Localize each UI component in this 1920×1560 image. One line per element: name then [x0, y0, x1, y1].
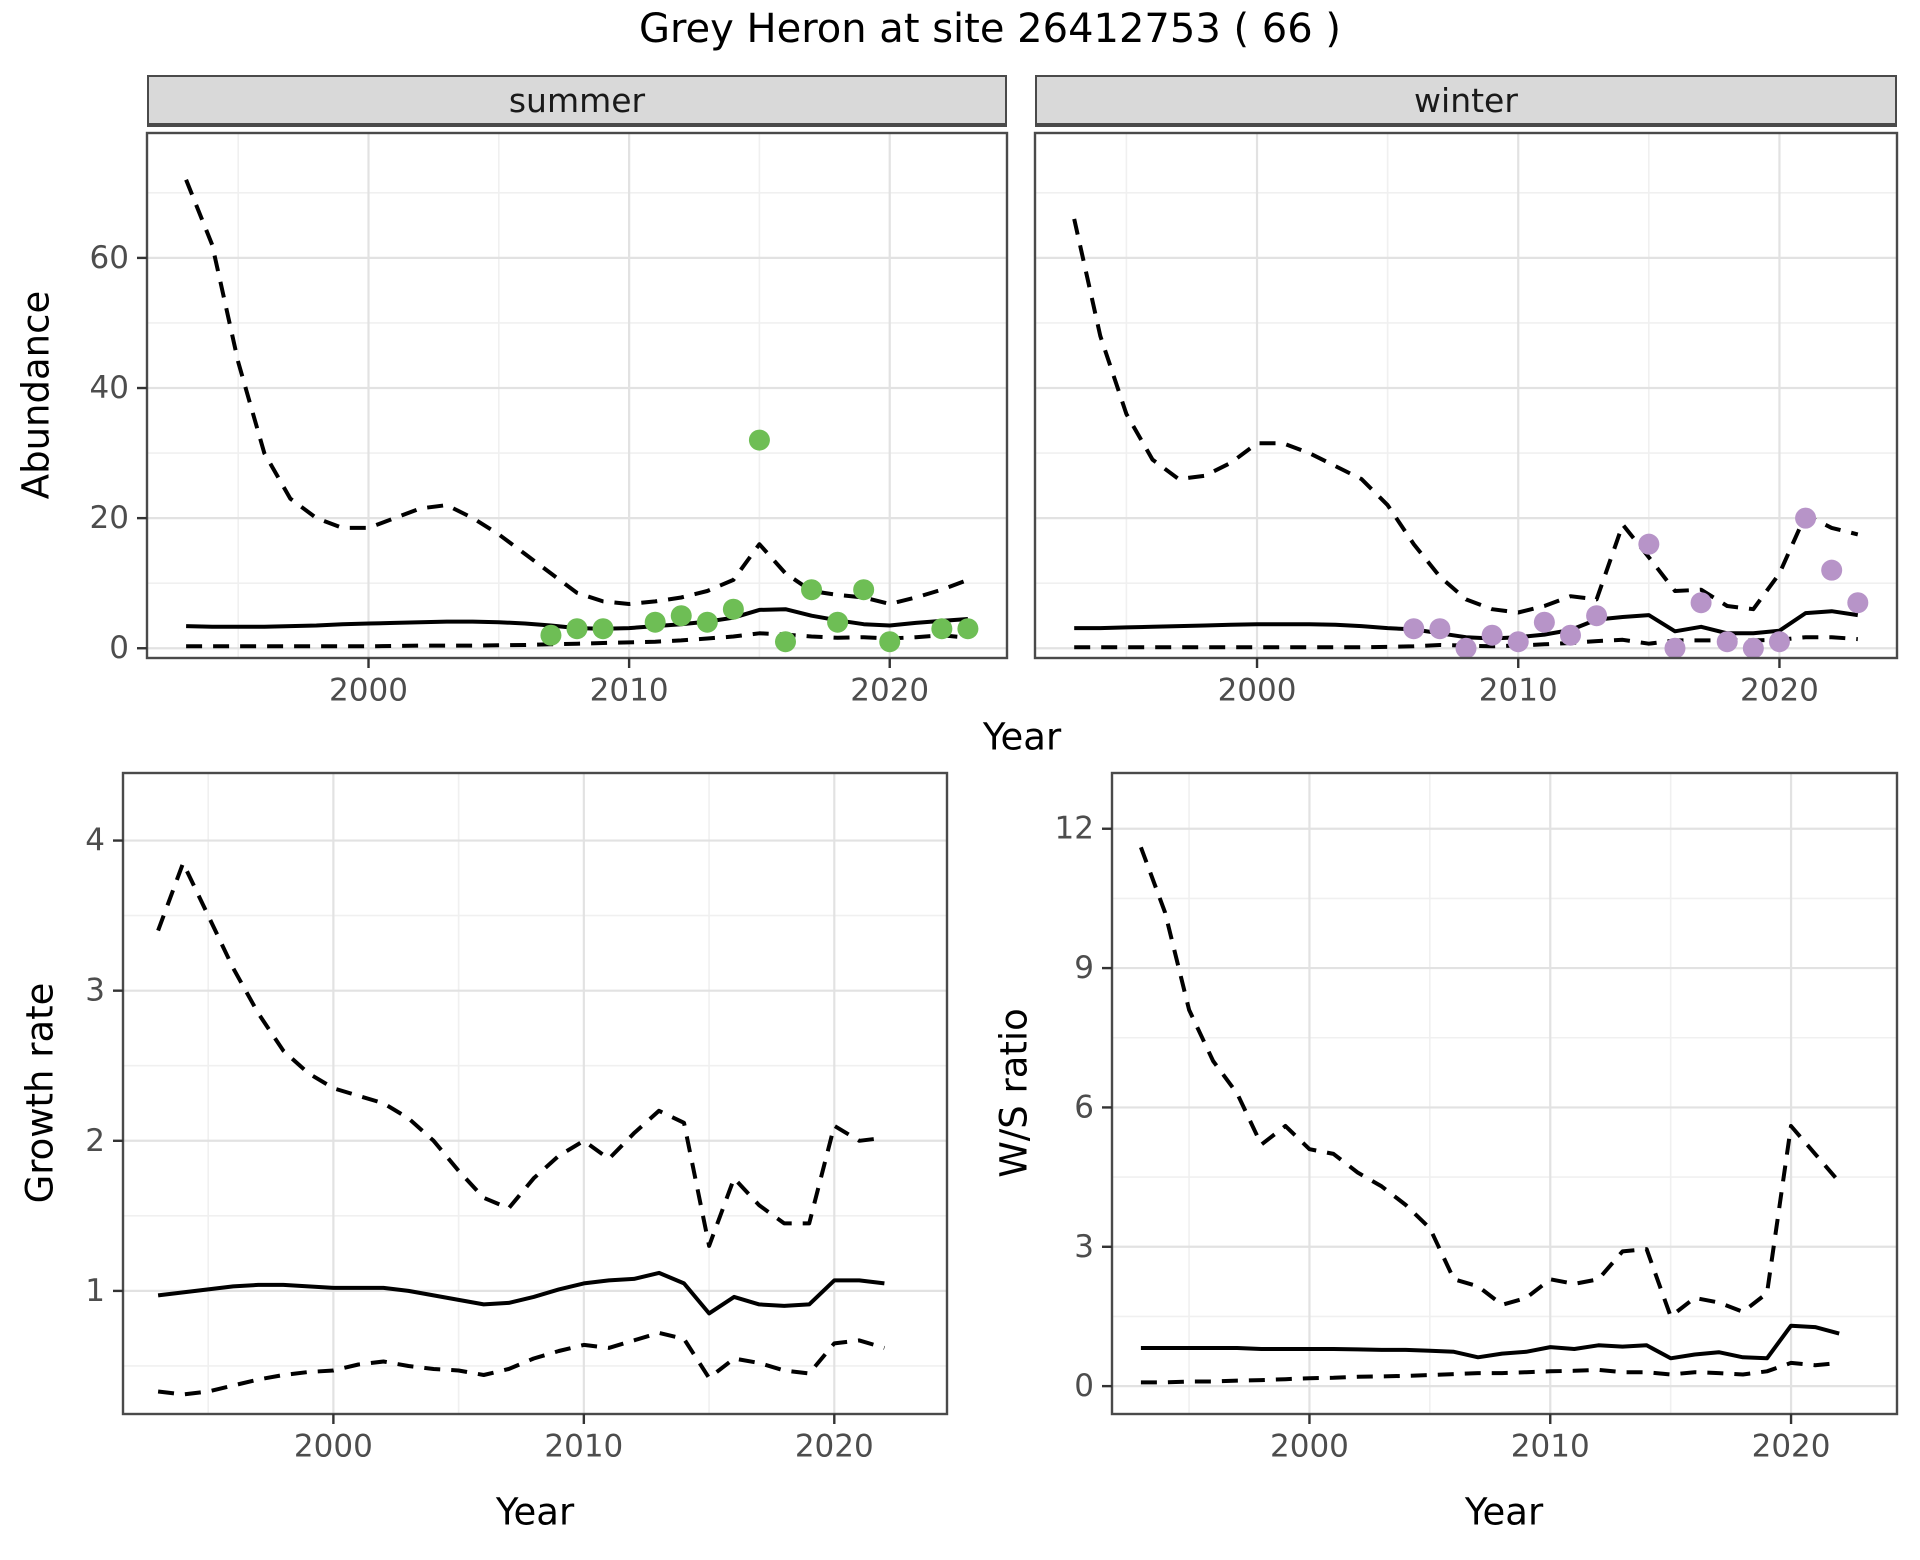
- x-axis-title-year-ws: Year: [1464, 1490, 1544, 1534]
- data-point: [748, 429, 770, 451]
- data-point: [1664, 637, 1686, 658]
- panel-abundance-winter: 2000 2010 2020: [1033, 131, 1899, 708]
- y-tick-label: 20: [90, 500, 129, 536]
- chart-title: Grey Heron at site 26412753 ( 66 ): [638, 6, 1342, 52]
- data-point: [1533, 611, 1555, 633]
- x-tick-label: 2020: [1752, 1428, 1831, 1464]
- series-dashed-line: [1139, 846, 1841, 1319]
- panel-background: [147, 133, 1007, 658]
- x-tick-label: 2020: [1740, 672, 1819, 708]
- data-point: [566, 618, 588, 640]
- x-tick-label: 2000: [329, 672, 408, 708]
- facet-strip-summer: summer: [147, 75, 1007, 127]
- y-axis-title-growth-rate: Growth rate: [18, 982, 62, 1204]
- panel-abundance-summer: 2000 2010 2020 0 20 40 60: [90, 131, 1009, 708]
- y-tick-label: 2: [85, 1123, 105, 1159]
- data-point: [1429, 618, 1451, 640]
- y-tick-label: 3: [1074, 1229, 1094, 1265]
- x-tick-label: 2010: [1479, 672, 1558, 708]
- panel-background: [1035, 133, 1897, 658]
- data-point: [1586, 605, 1608, 627]
- y-tick-label: 1: [85, 1273, 105, 1309]
- panel-growth-rate: 2000 2010 2020 1 2 3 4: [85, 771, 949, 1464]
- y-tick-label: 3: [85, 973, 105, 1009]
- data-point: [644, 611, 666, 633]
- data-point: [827, 611, 849, 633]
- panel-border: [121, 771, 949, 1416]
- series-dashed-line: [156, 861, 885, 1248]
- panel-background: [123, 773, 947, 1414]
- y-tick-label: 40: [90, 370, 129, 406]
- data-point: [592, 618, 614, 640]
- data-point: [1768, 631, 1790, 653]
- data-point: [1638, 533, 1660, 555]
- data-point: [1821, 559, 1843, 581]
- data-point: [540, 624, 562, 646]
- data-point: [774, 631, 796, 653]
- data-point: [957, 618, 979, 640]
- series-dashed-line: [186, 631, 969, 649]
- data-point: [1742, 637, 1764, 658]
- x-tick-label: 2010: [1511, 1428, 1590, 1464]
- data-point: [1716, 631, 1738, 653]
- panel-background: [1112, 773, 1897, 1414]
- y-tick-label: 0: [109, 630, 129, 666]
- data-point: [1847, 592, 1869, 614]
- x-tick-label: 2010: [544, 1428, 623, 1464]
- x-tick-label: 2020: [850, 672, 929, 708]
- data-point: [1481, 624, 1503, 646]
- y-tick-label: 6: [1074, 1089, 1094, 1125]
- data-point: [1559, 624, 1581, 646]
- series-dashed-line: [184, 179, 969, 606]
- data-point: [1795, 507, 1817, 529]
- panel-border: [145, 131, 1009, 660]
- series-solid-line: [157, 1270, 885, 1316]
- data-point: [670, 605, 692, 627]
- x-tick-label: 2020: [795, 1428, 874, 1464]
- data-point: [696, 611, 718, 633]
- y-tick-label: 0: [1074, 1368, 1094, 1404]
- data-point: [1455, 637, 1477, 658]
- facet-strip-summer-label: summer: [508, 80, 646, 120]
- y-tick-label: 60: [90, 240, 129, 276]
- x-tick-label: 2000: [1270, 1428, 1349, 1464]
- panel-border: [1110, 771, 1899, 1416]
- facet-strip-winter: winter: [1035, 75, 1897, 127]
- series-dashed-line: [1140, 1360, 1840, 1385]
- y-tick-label: 4: [85, 823, 105, 859]
- panel-ws-ratio: 2000 2010 2020 0 3 6 9 12: [1055, 771, 1899, 1464]
- y-axis-title-ws-ratio: W/S ratio: [992, 1008, 1036, 1178]
- x-axis-title-year-top: Year: [982, 715, 1062, 759]
- data-point: [879, 631, 901, 653]
- data-point: [931, 618, 953, 640]
- data-point: [801, 579, 823, 601]
- data-point: [1403, 618, 1425, 640]
- data-point: [1507, 631, 1529, 653]
- x-tick-label: 2010: [590, 672, 669, 708]
- y-axis-title-abundance: Abundance: [14, 290, 58, 500]
- series-dashed-line: [157, 1330, 885, 1397]
- x-tick-label: 2000: [294, 1428, 373, 1464]
- y-tick-label: 12: [1055, 811, 1094, 847]
- data-point: [722, 598, 744, 620]
- data-point: [1690, 592, 1712, 614]
- x-axis-title-year-growth: Year: [495, 1490, 575, 1534]
- y-tick-label: 9: [1074, 950, 1094, 986]
- panel-border: [1033, 131, 1899, 660]
- series-dashed-line: [1072, 218, 1859, 615]
- facet-strip-winter-label: winter: [1414, 80, 1518, 120]
- x-tick-label: 2000: [1218, 672, 1297, 708]
- data-point: [853, 579, 875, 601]
- series-solid-line: [1140, 1323, 1840, 1361]
